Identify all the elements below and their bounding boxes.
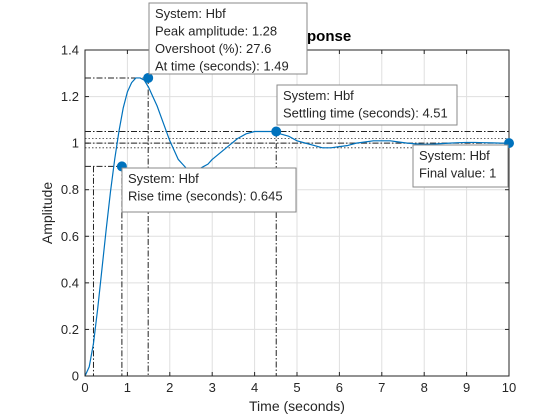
rise-datatip-line: Rise time (seconds): 0.645 <box>128 189 283 204</box>
y-tick-label: 0.2 <box>61 322 79 337</box>
peak-marker-dot <box>143 72 154 83</box>
y-tick-label: 0.4 <box>61 275 79 290</box>
x-tick-label: 8 <box>421 380 428 395</box>
rise-datatip-box <box>121 167 297 213</box>
rise-datatip: System: Hbf Rise time (seconds): 0.645 <box>121 167 297 213</box>
peak-datatip-line: Peak amplitude: 1.28 <box>155 24 277 39</box>
settling-marker-dot <box>271 126 282 137</box>
response-curve <box>84 77 509 377</box>
y-tick-label: 0.8 <box>61 182 79 197</box>
x-tick-label: 7 <box>378 380 385 395</box>
x-tick-label: 9 <box>463 380 470 395</box>
final-datatip-box <box>412 144 509 188</box>
peak-datatip-box <box>148 2 308 75</box>
y-tick-label: 1 <box>72 136 79 151</box>
final-datatip-line: Final value: 1 <box>419 166 496 181</box>
x-tick-label: 4 <box>251 380 258 395</box>
settling-datatip-line: System: Hbf <box>283 88 354 103</box>
y-axis-label: Amplitude <box>39 182 55 244</box>
final-datatip: System: Hbf Final value: 1 <box>412 144 509 188</box>
datatip-layer: System: Hbf Peak amplitude: 1.28 Overshoot… <box>121 2 509 213</box>
x-axis-label: Time (seconds) <box>249 398 345 414</box>
x-tick-label: 1 <box>124 380 131 395</box>
peak-datatip-line: Overshoot (%): 27.6 <box>155 41 271 56</box>
y-tick-label: 1.4 <box>61 43 79 58</box>
settling-datatip-box <box>276 84 458 126</box>
settling-datatip-line: Settling time (seconds): 4.51 <box>283 106 448 121</box>
x-tick-label: 6 <box>336 380 343 395</box>
y-tick-label: 1.2 <box>61 89 79 104</box>
x-tick-label: 2 <box>166 380 173 395</box>
y-tick-label: 0 <box>72 369 79 384</box>
peak-datatip-line: System: Hbf <box>155 6 226 21</box>
rise-datatip-line: System: Hbf <box>128 171 199 186</box>
peak-datatip: System: Hbf Peak amplitude: 1.28 Overshoot… <box>148 2 308 75</box>
x-tick-label: 3 <box>209 380 216 395</box>
peak-datatip-line: At time (seconds): 1.49 <box>155 59 289 74</box>
x-tick-label: 0 <box>81 380 88 395</box>
response-curve-layer <box>84 77 509 377</box>
final-datatip-line: System: Hbf <box>419 148 490 163</box>
settling-datatip: System: Hbf Settling time (seconds): 4.51 <box>276 84 458 126</box>
y-tick-label: 0.6 <box>61 229 79 244</box>
x-tick-label: 10 <box>502 380 516 395</box>
x-tick-label: 5 <box>293 380 300 395</box>
